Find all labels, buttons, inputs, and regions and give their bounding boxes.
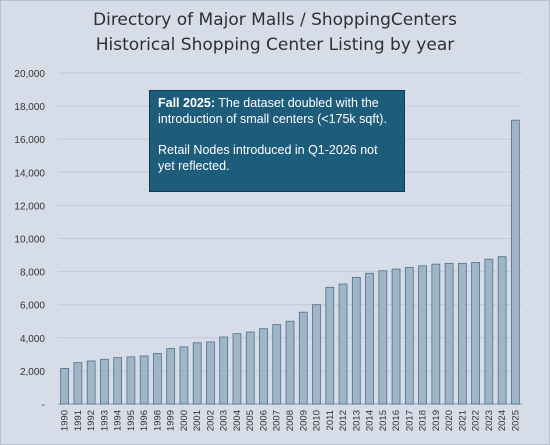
bar-2020: [444, 262, 454, 405]
y-tick-label: 6,000: [20, 301, 45, 312]
x-tick-label: 2019: [431, 410, 442, 431]
x-tick-label: 2005: [245, 410, 256, 431]
x-tick-label: 2011: [325, 410, 336, 430]
bar-2012: [338, 283, 348, 405]
x-tick-label: 2020: [444, 410, 455, 431]
bar-2003: [219, 336, 229, 405]
chart-title: Directory of Major Malls / ShoppingCente…: [93, 10, 457, 30]
bar-2010: [312, 304, 321, 405]
y-tick-label: 20,000: [14, 69, 45, 80]
bar-2022: [471, 262, 480, 405]
annotation-paragraph-1: Fall 2025: The dataset doubled with the …: [158, 95, 396, 127]
x-tick-label: 2012: [338, 410, 349, 431]
bar-1990: [60, 368, 70, 405]
x-tick-label: 2004: [232, 410, 243, 431]
x-tick-label: 2023: [484, 410, 495, 431]
x-tick-label: 1996: [139, 410, 150, 431]
bar-2014: [365, 272, 374, 405]
y-axis-ticks: - 2,000 4,000 6,000 8,000 10,000 12,000 14,000 1…: [14, 69, 45, 411]
x-tick-label: 2015: [378, 410, 389, 431]
bar-2004: [232, 333, 242, 405]
y-tick-label: 4,000: [20, 334, 45, 345]
x-tick-label: 2000: [179, 410, 190, 431]
y-tick-label: 18,000: [14, 102, 45, 113]
bar-2007: [272, 324, 282, 405]
bar-2013: [351, 276, 361, 405]
bar-1998: [153, 353, 162, 405]
bar-1992: [86, 360, 96, 405]
x-tick-label: 2021: [457, 410, 468, 431]
x-tick-label: 2009: [298, 410, 309, 431]
x-tick-label: 2024: [497, 410, 508, 431]
x-tick-label: 2016: [391, 410, 402, 431]
x-tick-label: 2014: [365, 410, 376, 431]
x-tick-label: 2003: [219, 410, 230, 431]
x-tick-label: 1999: [166, 410, 177, 431]
x-tick-label: 1993: [99, 410, 110, 431]
x-tick-label: 1992: [86, 410, 97, 431]
bar-2002: [206, 341, 215, 405]
annotation-box: Fall 2025: The dataset doubled with the …: [149, 90, 405, 192]
bar-2018: [418, 265, 427, 405]
annotation-text-1: The dataset doubled with the introductio…: [158, 96, 387, 126]
bar-2001: [192, 342, 202, 405]
y-tick-label: 14,000: [14, 168, 45, 179]
x-tick-label: 1991: [73, 410, 84, 431]
x-tick-label: 2008: [285, 410, 296, 431]
x-tick-label: 1990: [60, 410, 71, 431]
bar-2015: [378, 270, 388, 405]
bar-2024: [497, 256, 507, 405]
x-tick-label: 2007: [272, 410, 283, 431]
x-tick-label: 2013: [351, 410, 362, 431]
bar-1993: [100, 358, 109, 405]
y-tick-label: 8,000: [20, 268, 45, 279]
bar-2006: [259, 328, 268, 405]
x-axis-ticks: 1990 1991 1992 1993 1994 1995 1996 1998 1999 2000…: [60, 410, 522, 431]
bar-2000: [179, 346, 189, 405]
annotation-text-2: Retail Nodes introduced in Q1-2026 not y…: [158, 143, 378, 173]
y-tick-label: 10,000: [14, 235, 45, 246]
x-tick-label: 2001: [192, 410, 203, 431]
bar-1991: [73, 362, 83, 405]
bar-2019: [431, 263, 441, 405]
bar-2017: [404, 267, 414, 405]
annotation-bold: Fall 2025:: [158, 96, 215, 110]
x-tick-label: 2025: [510, 410, 521, 431]
x-tick-label: 2006: [258, 410, 269, 431]
x-tick-label: 2002: [205, 410, 216, 431]
bar-1995: [126, 356, 136, 405]
y-tick-label: 16,000: [14, 135, 45, 146]
x-tick-label: 2018: [418, 410, 429, 431]
bar-2008: [285, 320, 295, 405]
y-tick-label: 2,000: [20, 367, 45, 378]
x-tick-label: 2022: [471, 410, 482, 431]
bar-2005: [245, 331, 255, 405]
y-tick-label: -: [42, 400, 45, 411]
x-tick-label: 2010: [312, 410, 323, 431]
bar-2011: [325, 286, 335, 405]
bar-2023: [484, 258, 494, 405]
bar-2025: [510, 119, 520, 405]
bar-1996: [139, 355, 149, 405]
bars: [60, 119, 520, 405]
bar-1999: [166, 348, 176, 405]
chart-subtitle: Historical Shopping Center Listing by ye…: [95, 35, 455, 55]
x-tick-label: 1994: [113, 410, 124, 431]
bar-2021: [457, 262, 467, 405]
bar-2016: [391, 268, 401, 405]
x-tick-label: 2017: [404, 410, 415, 431]
x-tick-label: 1995: [126, 410, 137, 431]
bar-1994: [113, 357, 123, 405]
bar-2009: [298, 311, 308, 405]
y-tick-label: 12,000: [14, 201, 45, 212]
x-tick-label: 1998: [152, 410, 163, 431]
